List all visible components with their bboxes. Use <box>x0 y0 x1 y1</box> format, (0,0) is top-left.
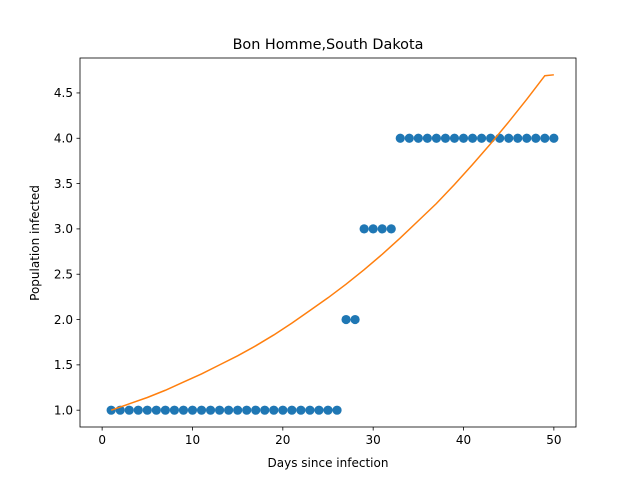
scatter-point <box>368 224 378 234</box>
y-tick-label: 2.5 <box>54 268 73 282</box>
scatter-point <box>449 133 460 143</box>
scatter-point <box>269 405 279 415</box>
x-tick-label: 10 <box>185 433 200 447</box>
x-axis-title: Days since infection <box>268 456 389 470</box>
scatter-point <box>359 224 369 234</box>
y-tick-label: 1.0 <box>54 403 73 417</box>
scatter-point <box>540 133 550 143</box>
scatter-point <box>124 405 134 415</box>
plot-area <box>106 74 559 415</box>
scatter-point <box>296 405 306 415</box>
scatter-point <box>476 133 487 143</box>
y-tick-label: 1.5 <box>54 358 73 372</box>
x-tick-label: 50 <box>546 433 561 447</box>
scatter-point <box>377 224 387 234</box>
x-tick-label: 0 <box>98 433 106 447</box>
x-axis-ticks: 0 10 20 30 40 50 <box>98 427 562 447</box>
scatter-point <box>242 405 252 415</box>
scatter-point <box>467 133 478 143</box>
scatter-point <box>305 405 315 415</box>
scatter-point <box>513 133 523 143</box>
scatter-point <box>386 224 396 234</box>
scatter-point <box>332 405 342 415</box>
scatter-point <box>251 405 261 415</box>
scatter-point <box>486 133 496 143</box>
y-tick-label: 3.5 <box>54 177 73 191</box>
scatter-point <box>504 133 514 143</box>
scatter-point <box>422 133 432 143</box>
scatter-point <box>413 133 423 143</box>
scatter-point <box>314 405 324 415</box>
scatter-point <box>151 405 161 415</box>
scatter-point <box>187 405 198 415</box>
scatter-point <box>196 405 207 415</box>
scatter-point <box>233 405 243 415</box>
scatter-point <box>160 405 170 415</box>
scatter-point <box>224 405 234 415</box>
scatter-point <box>350 314 360 325</box>
scatter-point <box>278 405 288 415</box>
scatter-point <box>260 405 270 415</box>
scatter-point <box>142 405 152 415</box>
scatter-point <box>323 405 333 415</box>
x-tick-label: 20 <box>275 433 290 447</box>
scatter-point <box>178 405 189 415</box>
scatter-point <box>549 133 559 143</box>
chart-title: Bon Homme,South Dakota <box>233 37 424 53</box>
scatter-point <box>495 133 505 143</box>
scatter-point <box>458 133 469 143</box>
scatter-point <box>440 133 451 143</box>
scatter-point <box>341 314 351 325</box>
fit-line <box>110 74 554 411</box>
y-axis-title: Population infected <box>28 185 42 301</box>
scatter-point <box>431 133 442 143</box>
axes-frame <box>79 57 577 428</box>
y-axis-ticks: 1.0 1.5 2.0 2.5 3.0 3.5 4.0 4.5 <box>54 86 80 417</box>
scatter-point <box>214 405 225 415</box>
scatter-point <box>287 405 297 415</box>
y-tick-label: 4.0 <box>54 132 73 146</box>
y-tick-label: 4.5 <box>54 86 73 100</box>
scatter-point <box>205 405 216 415</box>
x-tick-label: 30 <box>366 433 381 447</box>
y-tick-label: 2.0 <box>54 313 73 327</box>
scatter-point <box>133 405 143 415</box>
scatter-point <box>395 133 405 143</box>
scatter-point <box>404 133 414 143</box>
x-tick-label: 40 <box>456 433 471 447</box>
scatter-point <box>169 405 180 415</box>
scatter-point <box>522 133 532 143</box>
scatter-point <box>531 133 541 143</box>
y-tick-label: 3.0 <box>54 222 73 236</box>
